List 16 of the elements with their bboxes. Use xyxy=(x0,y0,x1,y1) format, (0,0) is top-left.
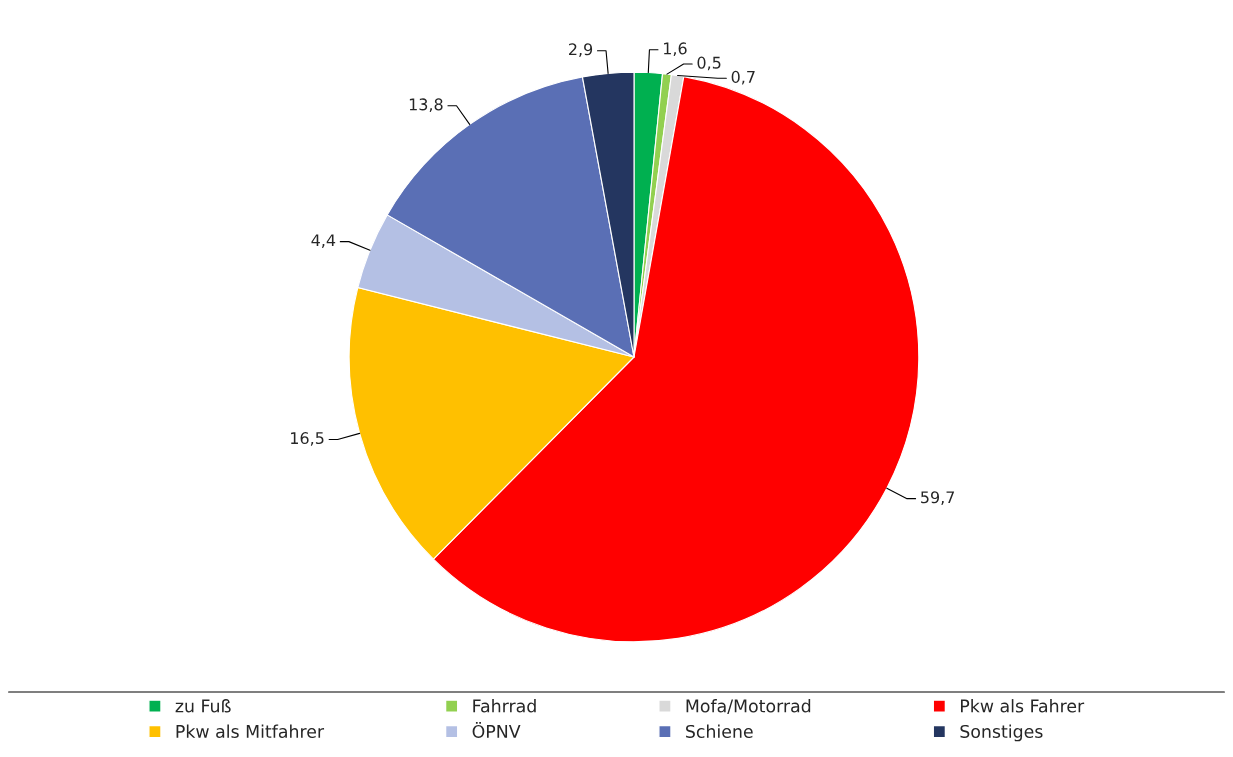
data-label: 1,6 xyxy=(664,42,687,57)
legend-label: Schiene xyxy=(686,724,753,739)
legend-label: Sonstiges xyxy=(960,724,1043,742)
legend-label: Mofa/Motorrad xyxy=(686,699,811,714)
data-label: 2,9 xyxy=(569,43,593,57)
legend-label: zu Fuß xyxy=(175,699,231,713)
data-label: 4,4 xyxy=(311,234,336,248)
data-label: 59,7 xyxy=(921,491,955,505)
legend-label: Pkw als Mitfahrer xyxy=(176,724,325,739)
data-label: 0,5 xyxy=(697,56,721,71)
legend-label: ÖPNV xyxy=(472,721,521,739)
legend-label: Pkw als Fahrer xyxy=(961,699,1085,713)
data-label: 13,8 xyxy=(409,98,443,113)
legend-label: Fahrrad xyxy=(473,699,536,713)
data-label: 16,5 xyxy=(291,432,324,446)
data-label: 0,7 xyxy=(731,70,755,85)
